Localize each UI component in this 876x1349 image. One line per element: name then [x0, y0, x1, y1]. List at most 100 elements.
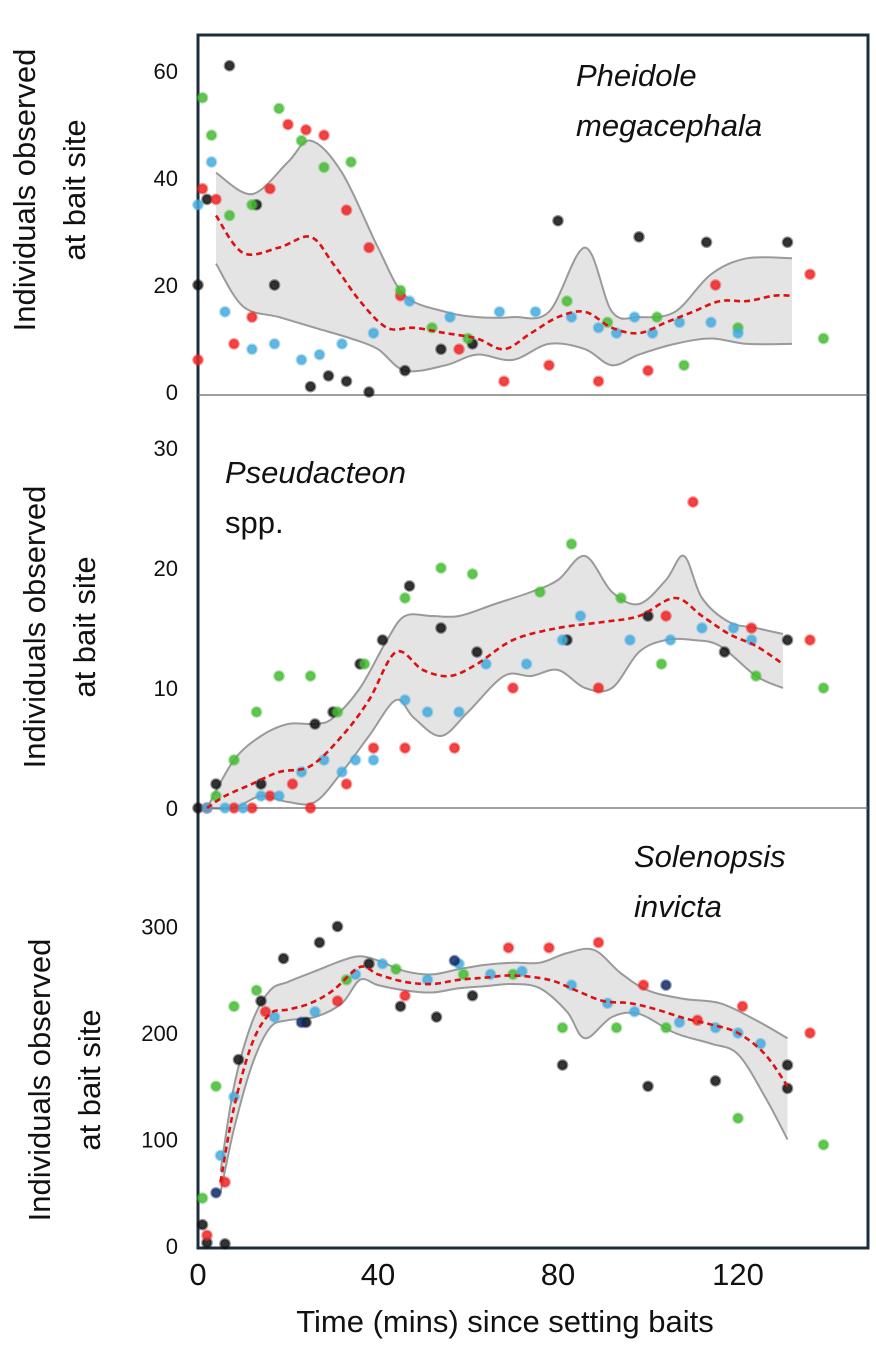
panel-pheidole-point-green	[205, 129, 218, 142]
panel-pheidole-point-red	[246, 311, 258, 323]
panel-pseudacteon-point-red	[804, 634, 816, 646]
panel-pheidole-point-black	[363, 386, 375, 398]
panel-pseudacteon-point-blue	[336, 766, 348, 778]
panel-pseudacteon-point-red	[660, 610, 672, 622]
panel-pheidole-point-green	[394, 284, 407, 297]
panel-pseudacteon-point-blue	[273, 790, 285, 802]
panel-pseudacteon-ytick-label: 20	[154, 556, 178, 581]
panel-pseudacteon-point-blue	[453, 706, 465, 718]
panel-pseudacteon-title-line1: Pseudacteon	[225, 455, 406, 490]
panel-pseudacteon-point-green	[565, 538, 578, 550]
panel-pseudacteon-point-green	[655, 658, 668, 670]
panel-solenopsis-loess-mean	[219, 965, 789, 1183]
panel-pheidole-point-black	[192, 279, 204, 291]
panel-pheidole-point-green	[561, 295, 573, 307]
panel-pheidole-point-red	[804, 268, 816, 281]
panel-pheidole-point-red	[196, 182, 209, 195]
panel-solenopsis-ytick-label: 300	[141, 915, 178, 940]
panel-pheidole-point-red	[592, 375, 605, 388]
panel-solenopsis-point-red	[219, 1176, 231, 1188]
panel-solenopsis-band-lower	[219, 978, 789, 1194]
panel-pheidole-point-black	[781, 236, 794, 249]
panel-pseudacteon-band-upper	[206, 554, 784, 809]
panel-solenopsis-point-black	[709, 1075, 722, 1087]
panel-solenopsis-point-green	[196, 1192, 209, 1204]
panel-pheidole-point-black	[340, 375, 353, 388]
panel-pseudacteon-point-black	[210, 778, 222, 790]
panel-pheidole-point-green	[273, 102, 285, 115]
panel-solenopsis-point-red	[637, 979, 650, 991]
panel-pseudacteon-ytick-label: 30	[154, 436, 178, 461]
panel-solenopsis-point-blue	[268, 1011, 281, 1023]
panel-solenopsis-point-black	[363, 957, 375, 970]
panel-solenopsis-point-red	[331, 995, 344, 1007]
panel-pseudacteon-point-green	[466, 568, 479, 580]
panel-pheidole-point-black	[223, 59, 236, 72]
panel-solenopsis-ytick-label: 100	[141, 1128, 178, 1153]
panel-pheidole-point-green	[345, 156, 357, 168]
panel-pheidole-title-line2: megacephala	[576, 108, 762, 143]
panel-pseudacteon-point-red	[367, 742, 380, 754]
panel-pseudacteon-point-green	[304, 670, 317, 682]
panel-pheidole-point-red	[453, 343, 465, 356]
panel-pheidole-point-green	[318, 161, 330, 174]
panel-solenopsis-ylabel-line1: Individuals observed	[22, 939, 57, 1222]
panel-solenopsis-point-blue	[228, 1091, 240, 1103]
panel-pseudacteon-point-red	[399, 742, 411, 754]
panel-pseudacteon-point-blue	[556, 634, 569, 646]
panel-solenopsis-point-red	[399, 989, 411, 1002]
panel-solenopsis-point-red	[804, 1027, 816, 1039]
panel-pheidole-ytick-label: 60	[154, 59, 178, 84]
panel-solenopsis-point-blue	[628, 1005, 641, 1018]
panel-pheidole-point-red	[340, 204, 353, 216]
panel-solenopsis-point-red	[736, 1000, 749, 1013]
panel-pheidole-point-blue	[493, 305, 506, 318]
panel-pseudacteon-point-black	[718, 646, 731, 658]
panel-solenopsis-confidence-band	[220, 948, 788, 1193]
panel-solenopsis-point-green	[390, 963, 402, 975]
panel-pheidole-point-black	[268, 279, 281, 291]
panel-pseudacteon-point-blue	[399, 694, 411, 706]
panel-pheidole-point-green	[246, 198, 258, 211]
panel-pseudacteon-point-blue	[367, 754, 380, 766]
panel-solenopsis-point-red	[502, 941, 515, 954]
panel-pheidole-point-red	[363, 241, 375, 254]
panel-pseudacteon-point-black	[781, 634, 794, 646]
panel-solenopsis-point-blue	[754, 1037, 767, 1050]
panel-pheidole-point-red	[300, 124, 312, 136]
panel-pseudacteon-point-green	[250, 706, 263, 718]
panel-pheidole: Individuals observed at bait site Pheido…	[7, 49, 868, 405]
panel-pheidole-point-green	[223, 209, 236, 222]
panel-pheidole-point-blue	[336, 338, 348, 350]
panel-solenopsis-point-black	[430, 1011, 443, 1023]
panel-pseudacteon-point-blue	[349, 754, 362, 766]
panel-solenopsis-ylabel-line2: at bait site	[72, 1009, 107, 1150]
panel-pseudacteon-ylabel-line2: at bait site	[67, 556, 102, 697]
panel-pseudacteon-point-green	[817, 682, 830, 694]
panel-pseudacteon-point-red	[340, 778, 353, 790]
panel-pheidole-ylabel-line2: at bait site	[57, 119, 92, 260]
panel-pseudacteon-point-blue	[237, 802, 249, 814]
x-tick-label: 0	[189, 1257, 206, 1292]
panel-pseudacteon-point-black	[376, 634, 389, 646]
panel-pheidole-point-red	[318, 129, 330, 142]
panel-pseudacteon-point-red	[592, 682, 605, 694]
panel-solenopsis-point-black	[219, 1238, 231, 1250]
panel-pseudacteon-point-black	[435, 622, 447, 634]
panel-pseudacteon-point-green	[534, 586, 546, 598]
panel-pheidole-point-blue	[592, 321, 605, 334]
panel-pheidole-point-green	[678, 359, 690, 372]
panel-solenopsis-point-green	[457, 968, 470, 981]
panel-solenopsis-point-blue	[673, 1016, 686, 1029]
panel-pheidole-point-black	[304, 380, 317, 393]
panel-pseudacteon-ytick-label: 0	[166, 796, 178, 821]
x-axis-label: Time (mins) since setting baits	[296, 1304, 713, 1339]
panel-pseudacteon-point-blue	[480, 658, 492, 670]
panel-pseudacteon-point-red	[687, 496, 699, 508]
panel-solenopsis-point-red	[259, 1005, 272, 1018]
panel-solenopsis-point-navy	[210, 1186, 222, 1199]
panel-pheidole-ytick-label: 0	[166, 380, 178, 405]
panel-solenopsis-point-black	[394, 1000, 407, 1013]
panel-solenopsis-title-line1: Solenopsis	[634, 839, 786, 874]
